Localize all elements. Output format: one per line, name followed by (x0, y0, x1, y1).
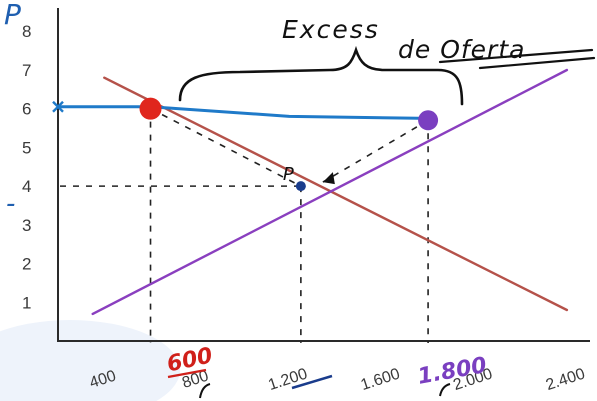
price-line-line (56, 105, 430, 120)
arrowhead (322, 172, 335, 185)
demand-point (139, 97, 162, 120)
demand-qty-underline (167, 368, 207, 379)
equilibrium-label: P (283, 164, 294, 185)
title-underline (438, 48, 596, 70)
y-tick-label: 5 (22, 138, 31, 157)
price-marker-x (52, 100, 64, 113)
x-tick-label: 1.200 (266, 365, 309, 394)
y-tick-label: 2 (22, 255, 31, 274)
supply-point (418, 110, 439, 131)
y-tick-labels: 1 2 3 4 5 6 7 8 (22, 22, 31, 312)
guide-lines (60, 107, 429, 343)
bottom-brace-left (199, 383, 211, 399)
points-group: P (139, 97, 439, 192)
y-tick-label: 7 (22, 61, 31, 80)
y-tick-label: 8 (22, 22, 31, 41)
y-tick-label: 1 (22, 293, 31, 312)
chart-title-line1: Excess (282, 15, 380, 44)
x-tick-label: 2.400 (544, 365, 587, 394)
y-tick-label: 4 (22, 177, 31, 196)
equilibrium-point (295, 181, 306, 192)
y-tick-label: 3 (22, 216, 31, 235)
demand-to-eq-arrow (150, 107, 302, 187)
demand-line (103, 76, 569, 312)
series-group (52, 68, 569, 316)
y-axis-label: P (4, 0, 21, 31)
x-tick-label: 1.600 (359, 365, 402, 394)
supply-to-eq-arrow (322, 119, 429, 183)
background-wash (0, 320, 180, 401)
excess-brace (178, 45, 464, 106)
y-axis-dash: - (6, 189, 15, 219)
eq-qty-mark (291, 374, 333, 390)
supply-line (91, 68, 569, 316)
chart-title-line2: de Oferta (398, 35, 525, 64)
y-tick-label: 6 (22, 100, 31, 119)
bottom-brace-right (439, 383, 451, 397)
